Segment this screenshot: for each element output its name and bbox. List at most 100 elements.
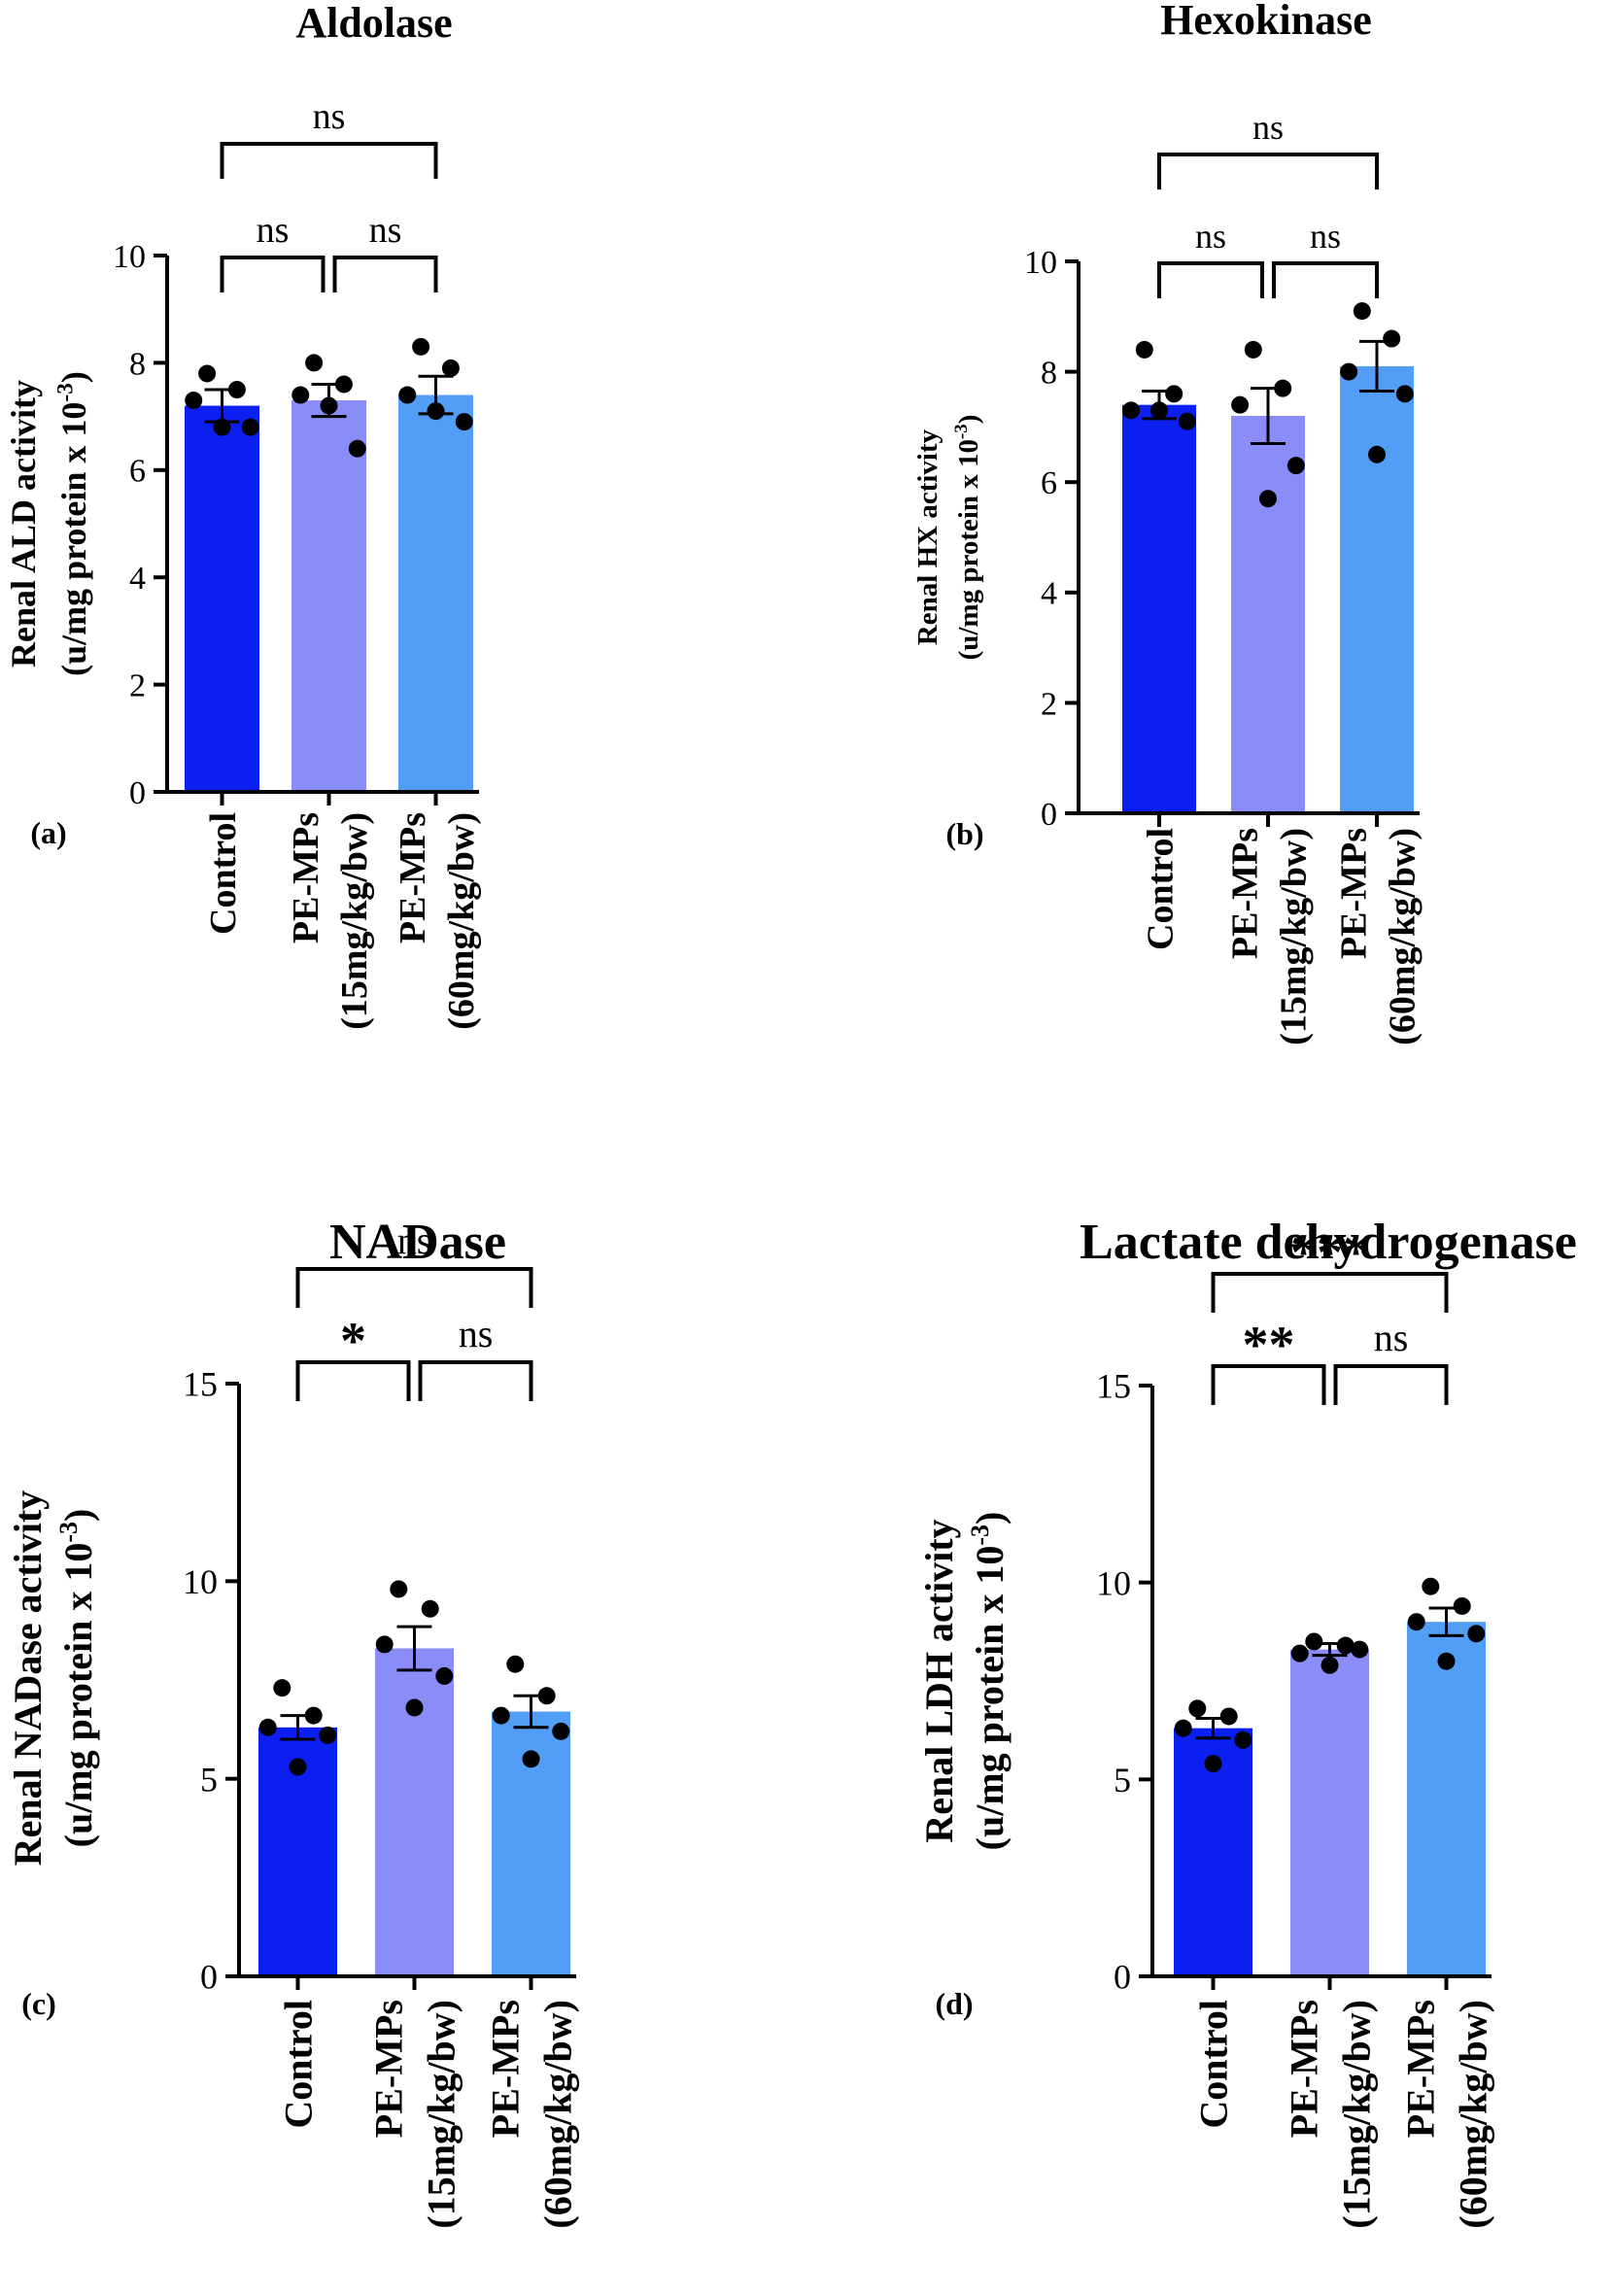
- x-category-label: PE-MPs: [286, 812, 326, 943]
- significance-bracket: [332, 256, 438, 292]
- data-point: [421, 1599, 439, 1618]
- data-point: [1244, 340, 1262, 359]
- y-axis-unit-text: (u/mg protein x 10: [968, 1546, 1012, 1851]
- y-tick-label: 6: [1041, 465, 1057, 501]
- data-point: [1453, 1596, 1471, 1615]
- panel-a: Aldolase(a)Renal ALD activity (u/mg prote…: [4, 0, 482, 1030]
- x-category-label: PE-MPs: [1224, 828, 1265, 959]
- significance-bracket: [1211, 1364, 1326, 1405]
- panel-c: NADase (c) Renal NADase activity (u/mg prot…: [6, 1215, 580, 2229]
- y-tick-label: 6: [129, 454, 146, 490]
- data-point: [1353, 302, 1371, 321]
- y-axis-unit-exponent: -3: [951, 424, 972, 439]
- y-axis-label: Renal ALD activity: [4, 380, 43, 668]
- significance-bracket: [220, 142, 438, 179]
- significance-label: *: [340, 1312, 366, 1370]
- data-point: [405, 1698, 424, 1717]
- data-point: [427, 402, 445, 421]
- significance-label: ns: [397, 1218, 432, 1262]
- data-point: [1320, 1656, 1339, 1674]
- data-point: [320, 396, 338, 415]
- x-category-label: PE-MPs: [484, 2000, 528, 2138]
- x-category-label: PE-MPs: [1399, 2000, 1443, 2138]
- data-point: [1467, 1625, 1486, 1643]
- y-axis-unit-label: (u/mg protein x 10-3): [951, 415, 984, 661]
- significance-label: ***: [1290, 1223, 1369, 1282]
- y-tick-label: 2: [1041, 686, 1057, 722]
- significance-bracket: [1157, 261, 1264, 298]
- bar-1: [1290, 1649, 1369, 1976]
- bar-1: [1231, 416, 1305, 813]
- y-tick-label: 0: [129, 775, 146, 811]
- data-point: [552, 1722, 570, 1740]
- data-point: [1407, 1613, 1425, 1631]
- y-axis-unit-close: ): [953, 415, 984, 425]
- data-point: [375, 1635, 394, 1654]
- x-category-sublabel: (60mg/kg/bw): [1382, 828, 1423, 1045]
- data-point: [185, 392, 203, 410]
- significance-label: ns: [1374, 1316, 1409, 1359]
- significance-label: ns: [257, 210, 290, 251]
- y-axis-unit-exponent: -3: [52, 383, 78, 402]
- data-point: [1231, 395, 1250, 414]
- bar-2: [1340, 365, 1414, 813]
- y-tick-label: 10: [1024, 245, 1057, 281]
- panel-label: (c): [21, 1986, 56, 2021]
- y-tick-label: 10: [183, 1562, 218, 1601]
- y-tick-label: 15: [1096, 1367, 1131, 1406]
- data-point: [1274, 379, 1292, 397]
- y-axis-unit-exponent: -3: [966, 1525, 994, 1546]
- x-category-sublabel: (15mg/kg/bw): [1335, 2000, 1379, 2229]
- x-category-label: PE-MPs: [1283, 2000, 1326, 2138]
- chart-title: Lactate dehydrogenase: [1080, 1215, 1577, 1270]
- data-point: [1351, 1640, 1369, 1659]
- y-axis-unit-text: (u/mg protein x 10: [953, 439, 984, 660]
- y-tick-label: 5: [1114, 1761, 1131, 1799]
- bar-2: [398, 394, 473, 792]
- data-point: [1437, 1652, 1456, 1670]
- data-point: [1219, 1707, 1238, 1726]
- panel-d: Lactate dehydrogenase (d) Renal LDH activi…: [917, 1215, 1577, 2229]
- data-point: [304, 1706, 323, 1725]
- data-point: [292, 386, 310, 404]
- y-tick-label: 0: [1041, 797, 1057, 833]
- y-tick-label: 0: [200, 1958, 218, 1997]
- y-tick-label: 15: [183, 1365, 218, 1404]
- data-point: [213, 418, 231, 436]
- chart-title: Hexokinase: [1160, 0, 1372, 44]
- data-point: [334, 375, 353, 394]
- data-point: [289, 1758, 307, 1776]
- chart-title: NADase: [329, 1215, 506, 1270]
- y-axis-label: Renal LDH activity: [917, 1519, 961, 1842]
- y-axis-unit-close: ): [56, 1509, 100, 1522]
- data-point: [1395, 385, 1414, 403]
- y-tick-label: 10: [113, 239, 146, 275]
- y-tick-label: 5: [200, 1760, 218, 1799]
- y-axis-unit-label: (u/mg protein x 10-3): [966, 1512, 1012, 1851]
- x-category-sublabel: (15mg/kg/bw): [420, 2000, 463, 2229]
- data-point: [455, 413, 473, 431]
- bar-0: [185, 405, 259, 792]
- y-axis-label: Renal HX activity: [912, 428, 943, 645]
- data-point: [1336, 1636, 1355, 1655]
- data-point: [1135, 340, 1153, 359]
- significance-label: ns: [313, 96, 346, 137]
- x-category-label: Control: [1140, 828, 1181, 950]
- data-point: [435, 1666, 454, 1685]
- x-category-label: Control: [203, 812, 244, 935]
- data-point: [319, 1726, 337, 1744]
- data-point: [1188, 1699, 1207, 1718]
- x-category-sublabel: (15mg/kg/bw): [1273, 828, 1314, 1045]
- data-point: [305, 354, 324, 372]
- y-tick-label: 4: [129, 561, 146, 597]
- data-point: [441, 359, 460, 377]
- bar-2: [1407, 1622, 1486, 1976]
- y-tick-label: 8: [129, 346, 146, 382]
- data-point: [227, 381, 246, 398]
- data-point: [1340, 362, 1358, 381]
- data-point: [198, 364, 217, 383]
- significance-label: ns: [1195, 217, 1226, 256]
- significance-label: ns: [1252, 108, 1284, 147]
- panel-label: (a): [30, 815, 66, 850]
- data-point: [241, 418, 259, 436]
